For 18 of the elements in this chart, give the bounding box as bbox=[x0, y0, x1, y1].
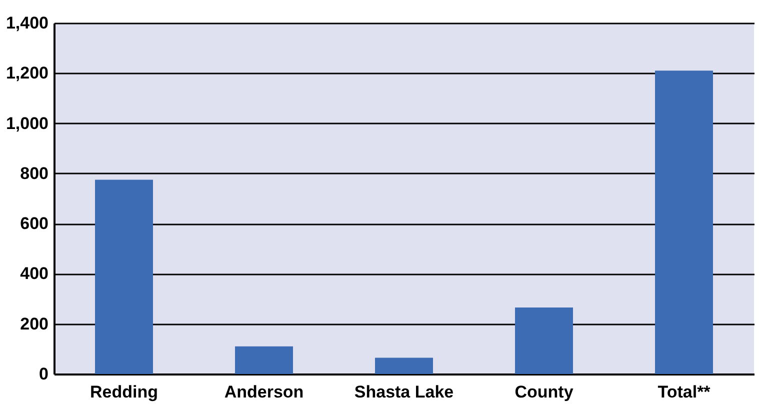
y-tick-label: 800 bbox=[20, 164, 48, 183]
x-tick-label: Total** bbox=[658, 382, 711, 402]
x-tick-label: County bbox=[514, 382, 574, 402]
bar bbox=[235, 346, 293, 374]
bar bbox=[375, 358, 433, 374]
y-tick-label: 200 bbox=[20, 314, 48, 334]
x-tick-label: Anderson bbox=[224, 382, 304, 402]
bar bbox=[95, 180, 153, 374]
x-tick-label: Redding bbox=[90, 382, 158, 402]
y-tick-label: 1,000 bbox=[6, 114, 48, 133]
y-tick-label: 1,400 bbox=[6, 14, 48, 32]
y-tick-label: 0 bbox=[39, 364, 48, 384]
y-tick-label: 1,200 bbox=[6, 64, 48, 83]
y-tick-label: 400 bbox=[20, 264, 48, 284]
bar bbox=[515, 308, 573, 374]
y-tick-label: 600 bbox=[20, 214, 48, 234]
bar bbox=[655, 70, 713, 374]
x-tick-label: Shasta Lake bbox=[354, 382, 454, 402]
